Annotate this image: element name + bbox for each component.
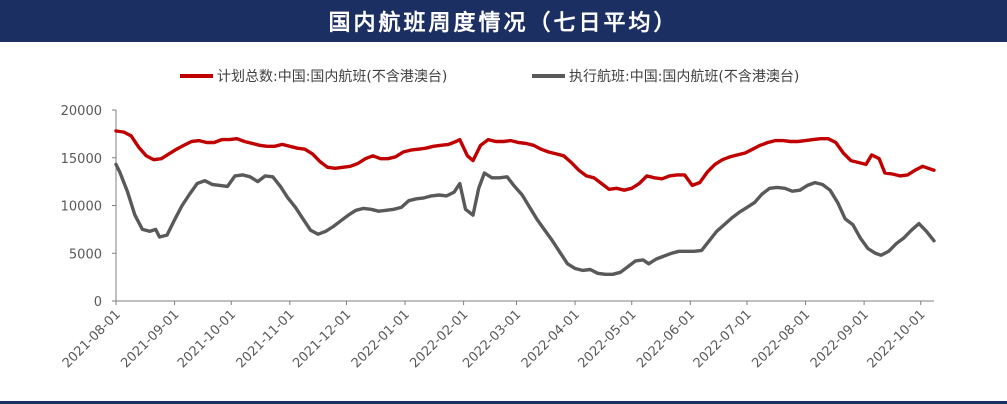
x-tick-label: 2021-10-01 (175, 307, 239, 371)
y-tick-label: 15000 (61, 152, 102, 167)
chart-title: 国内航班周度情况（七日平均） (328, 10, 679, 36)
x-tick-label: 2022-05-01 (576, 307, 640, 371)
legend: 计划总数:中国:国内航班(不含港澳台) 执行航班:中国:国内航班(不含港澳台) (180, 69, 799, 85)
x-tick-label: 2022-06-01 (634, 307, 698, 371)
x-tick-label: 2022-10-01 (865, 307, 929, 371)
y-tick-label: 0 (94, 295, 102, 310)
series-line-executed (114, 162, 936, 276)
series-line-planned (114, 129, 936, 192)
title-banner: 国内航班周度情况（七日平均） (0, 0, 1007, 42)
axes: 0 5000 10000 15000 20000 2021-08-012021-09-01… (60, 104, 934, 371)
bottom-rule (0, 401, 1007, 404)
x-tick-label: 2021-08-01 (60, 307, 124, 371)
x-tick-label: 2021-09-01 (118, 307, 182, 371)
line-chart: 计划总数:中国:国内航班(不含港澳台) 执行航班:中国:国内航班(不含港澳台) … (60, 69, 936, 371)
x-tick-label: 2021-12-01 (290, 307, 354, 371)
x-tick-label: 2022-07-01 (691, 307, 755, 371)
x-tick-label: 2021-11-01 (234, 307, 298, 371)
series-lines (114, 129, 936, 276)
x-tick-label: 2022-08-01 (749, 307, 813, 371)
x-tick-label: 2022-09-01 (808, 307, 872, 371)
y-tick-label: 5000 (69, 247, 102, 262)
y-tick-label: 20000 (61, 104, 102, 119)
x-tick-label: 2022-04-01 (519, 307, 583, 371)
legend-label-executed: 执行航班:中国:国内航班(不含港澳台) (569, 69, 799, 85)
y-tick-label: 10000 (61, 200, 102, 215)
x-tick-label: 2022-01-01 (349, 307, 413, 371)
legend-label-planned: 计划总数:中国:国内航班(不含港澳台) (217, 69, 447, 85)
